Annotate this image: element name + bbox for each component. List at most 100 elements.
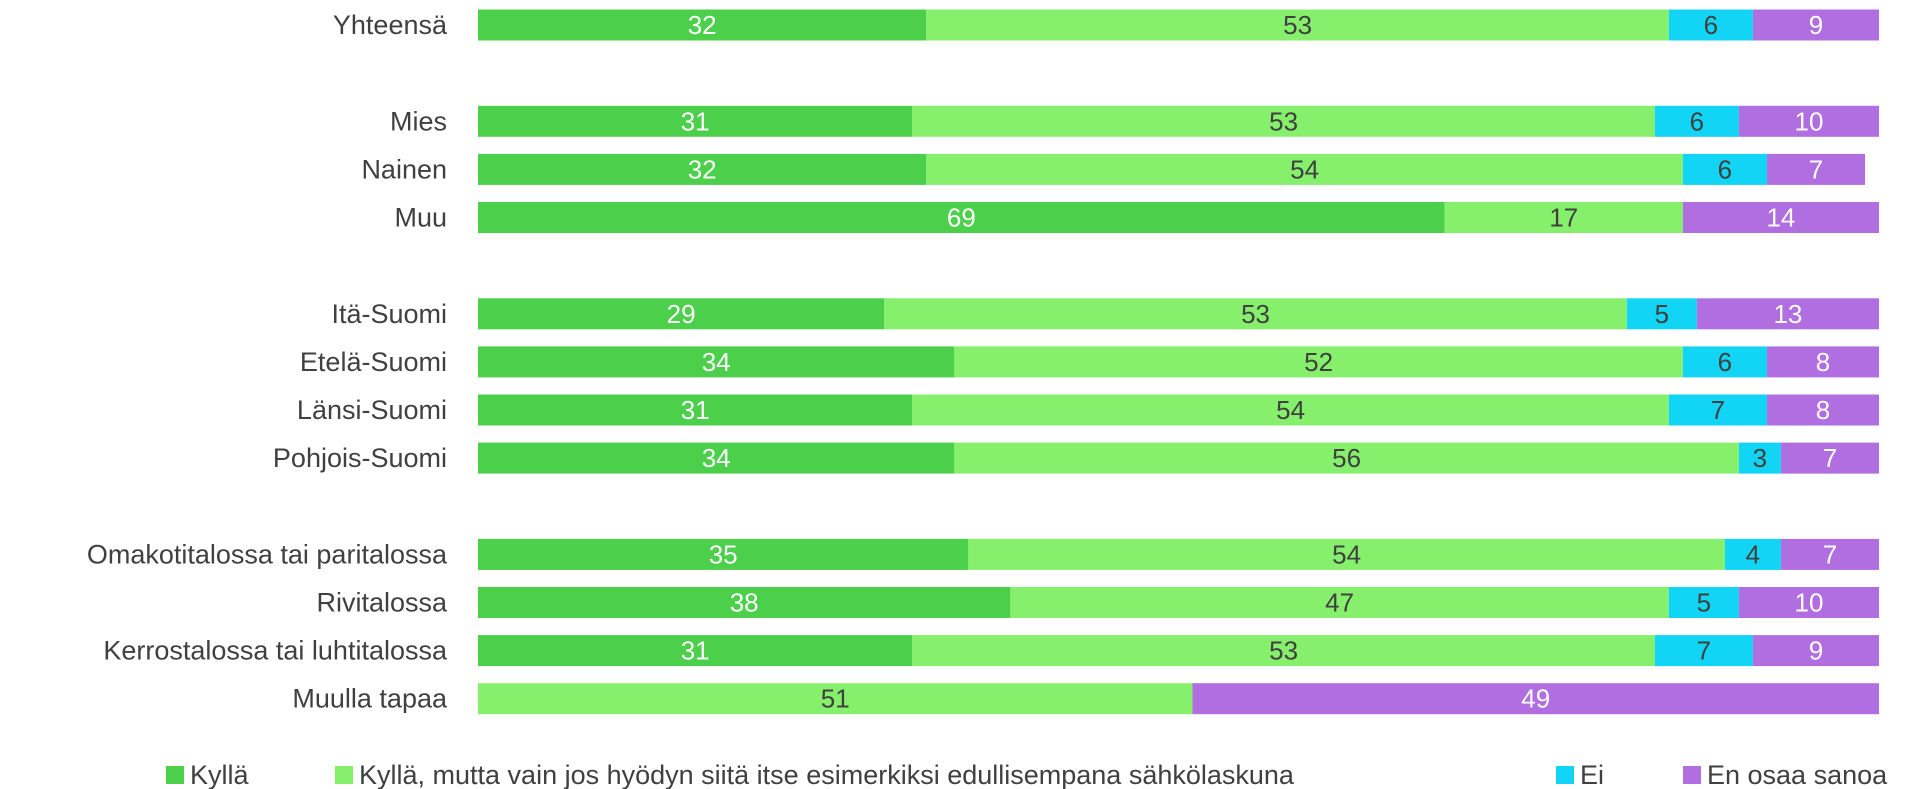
row-label: Länsi-Suomi — [297, 395, 447, 425]
data-label: 4 — [1746, 539, 1760, 569]
data-label: 5 — [1697, 588, 1711, 618]
legend-label: Kyllä — [190, 760, 250, 789]
bar-segment — [1010, 587, 1669, 618]
row-label: Nainen — [361, 154, 447, 184]
data-label: 9 — [1809, 10, 1823, 40]
bar-segment — [478, 9, 927, 41]
data-label: 6 — [1690, 106, 1704, 136]
row-label: Muu — [394, 203, 447, 233]
legend-swatch — [166, 766, 184, 784]
bar-segment — [1626, 298, 1697, 330]
legend-item: Kyllä, mutta vain jos hyödyn siitä itse … — [335, 760, 1295, 789]
bar-segment — [1654, 635, 1753, 667]
bar-segment — [1668, 9, 1753, 41]
data-label: 32 — [688, 154, 717, 184]
bar-row: Muulla tapaa 51 49 — [292, 683, 1879, 715]
bar-segment — [1752, 9, 1879, 41]
data-label: 53 — [1283, 10, 1312, 40]
bar-row: Omakotitalossa tai paritalossa 35 54 4 7 — [87, 538, 1879, 570]
bar-segment — [1780, 442, 1879, 474]
legend-swatch — [335, 766, 353, 784]
bar-row: Itä-Suomi 29 53 5 13 — [331, 298, 1879, 330]
bar-segment — [478, 683, 1193, 715]
data-label: 53 — [1241, 299, 1270, 329]
bar-segment — [1682, 346, 1767, 378]
bar-segment — [478, 635, 913, 667]
bar-segment — [926, 153, 1683, 185]
bar-row: Muu 69 17 14 — [394, 202, 1879, 233]
bar-segment — [968, 538, 1725, 570]
data-label: 7 — [1823, 539, 1837, 569]
bar-segment — [1766, 394, 1879, 426]
data-label: 52 — [1304, 347, 1333, 377]
bar-segment — [1780, 538, 1879, 570]
row-label: Yhteensä — [333, 10, 448, 40]
data-label: 7 — [1697, 636, 1711, 666]
data-label: 51 — [821, 684, 850, 714]
data-label: 13 — [1773, 299, 1802, 329]
bar-segment — [1444, 202, 1683, 233]
bar-row: Pohjois-Suomi 34 56 3 7 — [273, 442, 1879, 474]
data-label: 53 — [1269, 636, 1298, 666]
bar-segment — [478, 298, 885, 330]
bar-segment — [478, 153, 927, 185]
bar-segment — [478, 105, 913, 137]
data-label: 14 — [1766, 203, 1795, 233]
row-label: Omakotitalossa tai paritalossa — [87, 539, 448, 569]
bar-segment — [912, 635, 1655, 667]
data-label: 31 — [681, 395, 710, 425]
bar-segment — [954, 442, 1739, 474]
legend-label: En osaa sanoa — [1707, 760, 1888, 789]
bar-row: Rivitalossa 38 47 5 10 — [316, 587, 1879, 618]
bar-segment — [1668, 587, 1739, 618]
row-label: Muulla tapaa — [292, 684, 448, 714]
bar-segment — [1738, 105, 1879, 137]
data-label: 56 — [1332, 443, 1361, 473]
data-label: 7 — [1711, 395, 1725, 425]
bar-segment — [926, 9, 1669, 41]
data-label: 8 — [1816, 395, 1830, 425]
bar-segment — [1654, 105, 1739, 137]
data-label: 6 — [1704, 10, 1718, 40]
bar-segment — [478, 538, 969, 570]
bar-segment — [478, 587, 1011, 618]
bar-segment — [1738, 587, 1879, 618]
bar-row: Etelä-Suomi 34 52 6 8 — [300, 346, 1879, 378]
data-label: 31 — [681, 106, 710, 136]
legend-swatch — [1683, 766, 1701, 784]
row-label: Pohjois-Suomi — [273, 443, 447, 473]
bar-row: Nainen 32 54 6 7 — [361, 153, 1865, 185]
legend-swatch — [1556, 766, 1574, 784]
bar-segment — [1192, 683, 1879, 715]
bar-segment — [1682, 202, 1879, 233]
data-label: 7 — [1809, 154, 1823, 184]
bar-segment — [1738, 442, 1781, 474]
legend-item: Kyllä — [166, 760, 250, 789]
data-label: 10 — [1794, 588, 1823, 618]
data-label: 9 — [1809, 636, 1823, 666]
bar-row: Kerrostalossa tai luhtitalossa 31 53 7 9 — [103, 635, 1879, 667]
bar-segment — [1724, 538, 1781, 570]
bar-segment — [912, 394, 1669, 426]
bar-segment — [478, 442, 955, 474]
data-label: 54 — [1276, 395, 1305, 425]
data-label: 17 — [1549, 203, 1578, 233]
bar-row: Mies 31 53 6 10 — [390, 105, 1879, 137]
row-label: Rivitalossa — [316, 588, 448, 618]
data-label: 5 — [1655, 299, 1669, 329]
data-label: 34 — [702, 347, 731, 377]
row-label: Etelä-Suomi — [300, 347, 447, 377]
bar-row: Yhteensä 32 53 6 9 — [333, 9, 1879, 41]
row-label: Kerrostalossa tai luhtitalossa — [103, 636, 448, 666]
bar-segment — [1766, 153, 1865, 185]
bar-segment — [1696, 298, 1879, 330]
data-label: 49 — [1521, 684, 1550, 714]
bar-segment — [884, 298, 1627, 330]
bar-segment — [1668, 394, 1767, 426]
data-label: 54 — [1332, 539, 1361, 569]
legend-label: Kyllä, mutta vain jos hyödyn siitä itse … — [359, 760, 1295, 789]
data-label: 10 — [1794, 106, 1823, 136]
data-label: 53 — [1269, 106, 1298, 136]
